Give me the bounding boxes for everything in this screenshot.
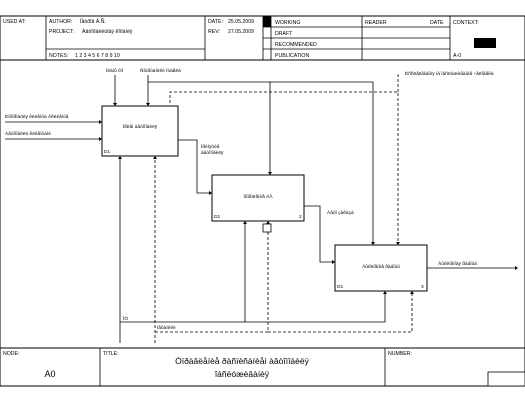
arrow-label-mid-1a: Ïðèíÿòèå bbox=[201, 143, 220, 150]
arrowhead-control-box3 bbox=[371, 242, 375, 245]
arrowhead-input-2 bbox=[99, 137, 102, 141]
arrow-mechanism-box2[interactable] bbox=[120, 224, 246, 323]
arrowhead-control-1 bbox=[113, 103, 117, 106]
context-label: CONTEXT: bbox=[453, 20, 479, 26]
arrow-box2-to-box3[interactable] bbox=[304, 205, 332, 263]
arrowhead-input-1 bbox=[99, 120, 102, 124]
arrow-label-input-2: Àâòîìîáèëü êëèåíòàìè bbox=[5, 130, 51, 137]
arrow-mechanism-dashed-box2[interactable] bbox=[155, 224, 269, 333]
node-label: NODE: bbox=[3, 351, 19, 357]
activity-box-2-number: 2 bbox=[299, 214, 302, 220]
title-line-2: îáñëóæèâàíèÿ bbox=[214, 369, 270, 379]
notes-label: NOTES: bbox=[49, 53, 68, 59]
arrow-label-control-3: Èññëåäîâàíèÿ íà îáñëóæèâàíèå ÷åëîâåêà bbox=[405, 70, 494, 77]
activity-box-1-label: Ïðèåì àâòîìîáèëÿ bbox=[123, 123, 158, 130]
author-value: Ïåòðîâ Ä.Ñ. bbox=[80, 18, 106, 25]
activity-box-3-code: D1 bbox=[337, 284, 343, 290]
arrowhead-control-box2 bbox=[268, 172, 272, 175]
arrow-label-mid-1b: àâòîìîáèëÿ bbox=[201, 150, 224, 156]
footer-frame bbox=[0, 347, 525, 387]
date-label: DATE: bbox=[208, 19, 223, 25]
arrow-mechanism-dashed-box3[interactable] bbox=[268, 294, 413, 333]
status-recommended: RECOMMENDED bbox=[275, 42, 317, 48]
date-value: 25.05.2009 bbox=[228, 19, 254, 25]
activity-box-2-label: Îôîðìëåíèå ÄÄ bbox=[242, 193, 273, 200]
arrow-label-input-1: Èíôîðìàöèÿ êëèåíòà Âêëèåíòå bbox=[5, 113, 69, 120]
title-line-1: Óïðàâëåíèå ðàñïèñàíèåì àâòîìîáèëÿ bbox=[175, 356, 310, 366]
arrowhead-mechanism-dashed-box3 bbox=[410, 291, 414, 294]
context-node: A-0 bbox=[453, 53, 461, 59]
working-status-marker bbox=[263, 16, 271, 27]
title-label: TITLE: bbox=[103, 351, 119, 357]
arrowhead-mechanism-box2 bbox=[243, 221, 247, 224]
used-at-label: USED AT: bbox=[3, 19, 26, 25]
header-frame bbox=[0, 15, 525, 61]
arrowhead-box1-to-box2 bbox=[209, 191, 212, 195]
author-label: AUTHOR: bbox=[49, 19, 72, 25]
activity-box-1-code: D1 bbox=[104, 149, 110, 155]
arrowhead-control-dashed bbox=[396, 242, 400, 245]
arrowhead-mechanism-box3 bbox=[383, 291, 387, 294]
arrow-label-mechanism-1: ÎÒ bbox=[122, 315, 128, 322]
arrow-control-dashed[interactable] bbox=[169, 91, 399, 242]
arrowhead-mechanism-dashed-box2 bbox=[266, 221, 270, 224]
arrow-label-mechanism-2: Ìåõàíèêè bbox=[157, 324, 176, 331]
tunnel-marker bbox=[262, 223, 272, 233]
status-draft: DRAFT bbox=[275, 31, 293, 37]
activity-box-3-number: 3 bbox=[421, 284, 424, 290]
rev-value: 27.05.2009 bbox=[228, 29, 254, 35]
activity-box-1[interactable]: Ïðèåì àâòîìîáèëÿ D1 bbox=[101, 105, 179, 157]
arrowhead-mechanism-dashed bbox=[153, 156, 157, 159]
activity-box-3[interactable]: Âûïîëíåíèå ðàáîòû D1 3 bbox=[334, 244, 428, 292]
arrow-control-dashed-top bbox=[397, 74, 400, 92]
arrowhead-control-2 bbox=[146, 103, 150, 106]
arrowhead-box2-to-box3 bbox=[332, 260, 335, 264]
number-label: NUMBER: bbox=[388, 351, 412, 357]
footer-corner-box bbox=[487, 371, 525, 387]
reader-label: READER bbox=[365, 20, 387, 26]
node-value: A0 bbox=[44, 369, 55, 379]
rev-label: REV: bbox=[208, 29, 220, 35]
reader-date-label: DATE bbox=[430, 20, 444, 26]
activity-box-3-label: Âûïîëíåíèå ðàáîòû bbox=[362, 263, 400, 270]
project-value: Àâòîìîáèëüíàÿ êîìïàíèÿ bbox=[82, 28, 133, 35]
arrow-label-output: Âûïîëíåííàÿ ðàáîòà bbox=[438, 260, 477, 267]
notes-value: 1 2 3 4 5 6 7 8 9 10 bbox=[75, 53, 120, 59]
arrow-label-mid-2: Àâòî çàêàçà bbox=[327, 209, 354, 216]
status-publication: PUBLICATION bbox=[275, 53, 309, 59]
context-node-marker bbox=[474, 38, 496, 48]
status-working: WORKING bbox=[275, 20, 300, 26]
arrow-control-box3[interactable] bbox=[270, 81, 374, 242]
activity-box-2[interactable]: Îôîðìëåíèå ÄÄ D1 2 bbox=[211, 174, 305, 222]
arrow-label-control-2: Ñîòðóäíèêè îòäåëà bbox=[140, 67, 181, 74]
arrowhead-output bbox=[515, 266, 518, 270]
arrow-mechanism-box3[interactable] bbox=[245, 294, 386, 323]
arrowhead-mechanism-1 bbox=[118, 156, 122, 159]
project-label: PROJECT: bbox=[49, 29, 74, 35]
arrow-label-control-1: Ïëàíû ÒÎ bbox=[106, 67, 124, 74]
arrow-box1-to-box2[interactable] bbox=[178, 139, 209, 194]
activity-box-2-code: D1 bbox=[214, 214, 220, 220]
